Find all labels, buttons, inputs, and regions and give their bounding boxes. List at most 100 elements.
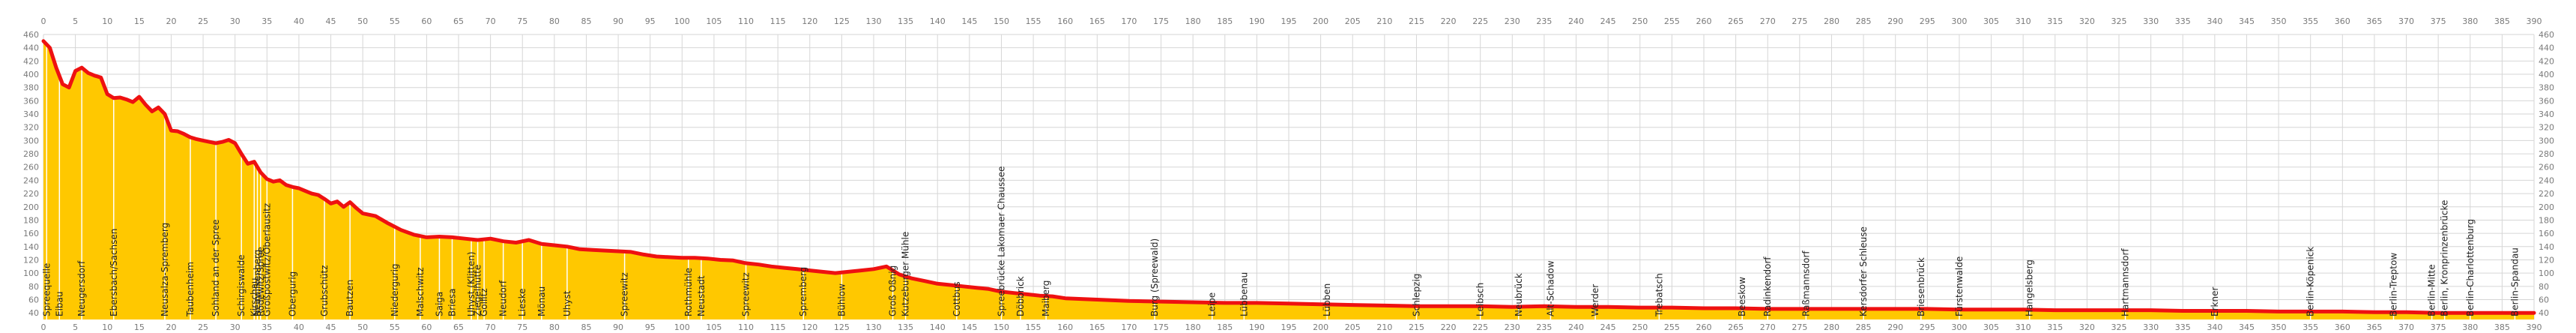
place-label: Spreequelle: [41, 263, 52, 316]
y-tick-label-left: 200: [23, 202, 39, 212]
x-tick-label-bottom: 170: [1121, 322, 1137, 332]
y-axis-right: 40 60 80 100 120 140 160 180 200 220 240 260 280 300 3…: [2539, 30, 2554, 318]
y-tick-label-right: 400: [2539, 70, 2554, 80]
place-label: Kersdorfer Schleuse: [1858, 226, 1869, 316]
x-tick-label-top: 195: [1281, 16, 1297, 26]
x-tick-label-top: 155: [1026, 16, 1041, 26]
x-tick-label-bottom: 105: [706, 322, 722, 332]
place-label: Spreebrücke Lakomaer Chaussee: [996, 166, 1006, 316]
y-tick-label-left: 440: [23, 44, 39, 53]
x-tick-label-top: 385: [2494, 16, 2510, 26]
x-tick-label-bottom: 155: [1026, 322, 1041, 332]
x-tick-label-top: 65: [453, 16, 464, 26]
x-tick-label-top: 255: [1664, 16, 1680, 26]
y-tick-label-right: 80: [2539, 282, 2549, 292]
x-tick-label-bottom: 315: [2047, 322, 2063, 332]
place-label: Burg (Spreewald): [1149, 238, 1160, 316]
x-tick-label-top: 120: [802, 16, 817, 26]
x-tick-label-top: 330: [2143, 16, 2159, 26]
y-tick-label-right: 280: [2539, 149, 2554, 159]
y-tick-label-left: 340: [23, 110, 39, 119]
y-tick-label-right: 40: [2539, 308, 2549, 318]
place-label: Neugersdorf: [76, 260, 87, 316]
y-tick-label-right: 160: [2539, 229, 2554, 238]
place-label: Berlin-Mitte: [2427, 264, 2437, 316]
x-tick-label-top: 45: [326, 16, 336, 26]
y-tick-label-right: 140: [2539, 242, 2554, 252]
x-tick-label-bottom: 360: [2335, 322, 2350, 332]
x-tick-label-bottom: 195: [1281, 322, 1297, 332]
place-label: Kirschau: [249, 278, 259, 316]
place-label: Döbbrick: [1015, 276, 1026, 316]
x-tick-label-bottom: 275: [1792, 322, 1807, 332]
place-label: Kutzeburger Mühle: [901, 232, 911, 316]
x-tick-label-top: 125: [834, 16, 850, 26]
x-tick-label-bottom: 375: [2431, 322, 2446, 332]
x-tick-label-top: 360: [2335, 16, 2350, 26]
x-tick-label-bottom: 300: [1951, 322, 1967, 332]
x-tick-label-bottom: 220: [1441, 322, 1457, 332]
place-label: Uhyst (Klitten): [466, 251, 477, 316]
x-tick-label-bottom: 200: [1313, 322, 1328, 332]
y-tick-label-right: 340: [2539, 110, 2554, 119]
x-tick-label-bottom: 10: [102, 322, 112, 332]
y-tick-label-left: 300: [23, 136, 39, 146]
x-tick-label-top: 370: [2398, 16, 2414, 26]
x-tick-label-bottom: 85: [581, 322, 591, 332]
x-tick-label-top: 185: [1217, 16, 1233, 26]
x-tick-label-bottom: 55: [390, 322, 400, 332]
place-label: Spremberg: [798, 267, 808, 316]
x-tick-label-bottom: 320: [2079, 322, 2095, 332]
place-label: Neusalza-Spremberg: [160, 223, 170, 316]
place-label: Obergurig: [287, 272, 297, 316]
x-tick-label-bottom: 20: [166, 322, 176, 332]
x-tick-label-top: 215: [1409, 16, 1424, 26]
y-tick-label-right: 460: [2539, 30, 2554, 40]
y-tick-label-left: 280: [23, 149, 39, 159]
x-tick-label-bottom: 245: [1600, 322, 1616, 332]
x-tick-label-bottom: 40: [294, 322, 304, 332]
place-label: Niedergurig: [390, 263, 400, 316]
x-axis-top: 0 5 10 15 20 25 30 35 40 45 50 55 60 65 70 75 80 85 90 95 10…: [41, 16, 2542, 26]
x-tick-label-bottom: 25: [198, 322, 208, 332]
place-label: Gollitz: [479, 288, 489, 316]
x-tick-label-top: 40: [294, 16, 304, 26]
x-tick-label-top: 165: [1089, 16, 1105, 26]
x-tick-label-top: 60: [421, 16, 432, 26]
x-tick-label-top: 240: [1568, 16, 1584, 26]
place-label: Hangelsberg: [2025, 260, 2035, 316]
y-tick-label-right: 300: [2539, 136, 2554, 146]
x-tick-label-bottom: 260: [1696, 322, 1712, 332]
place-label: Alt-Schadow: [1545, 260, 1555, 316]
x-tick-label-bottom: 385: [2494, 322, 2510, 332]
place-label: Großpostwitz/Oberlausitz: [261, 203, 272, 316]
x-tick-label-bottom: 90: [613, 322, 623, 332]
x-tick-label-bottom: 265: [1728, 322, 1744, 332]
y-axis-left: 40 60 80 100 120 140 160 180 200 220 240 260 280 300 3…: [23, 30, 39, 318]
x-tick-label-bottom: 340: [2207, 322, 2222, 332]
y-tick-label-right: 200: [2539, 202, 2554, 212]
y-tick-label-right: 100: [2539, 268, 2554, 278]
x-tick-label-top: 50: [357, 16, 368, 26]
place-label: Briesa: [447, 289, 457, 317]
x-tick-label-top: 135: [898, 16, 913, 26]
x-tick-label-bottom: 305: [1983, 322, 1999, 332]
x-tick-label-bottom: 270: [1760, 322, 1776, 332]
x-tick-label-top: 10: [102, 16, 112, 26]
x-tick-label-bottom: 235: [1536, 322, 1552, 332]
y-tick-label-right: 220: [2539, 189, 2554, 199]
y-tick-label-left: 60: [28, 295, 39, 304]
x-tick-label-bottom: 290: [1887, 322, 1903, 332]
x-tick-label-top: 80: [549, 16, 560, 26]
x-tick-label-bottom: 70: [486, 322, 496, 332]
x-tick-label-top: 5: [73, 16, 78, 26]
place-label: Spreewitz: [620, 272, 630, 316]
x-tick-label-top: 315: [2047, 16, 2063, 26]
x-tick-label-bottom: 365: [2366, 322, 2382, 332]
place-label: Lübben: [1322, 284, 1332, 316]
x-tick-label-bottom: 295: [1920, 322, 1935, 332]
place-label: Neudorf: [498, 280, 509, 316]
x-tick-label-bottom: 310: [2016, 322, 2031, 332]
x-tick-label-top: 310: [2016, 16, 2031, 26]
x-tick-label-bottom: 140: [930, 322, 946, 332]
